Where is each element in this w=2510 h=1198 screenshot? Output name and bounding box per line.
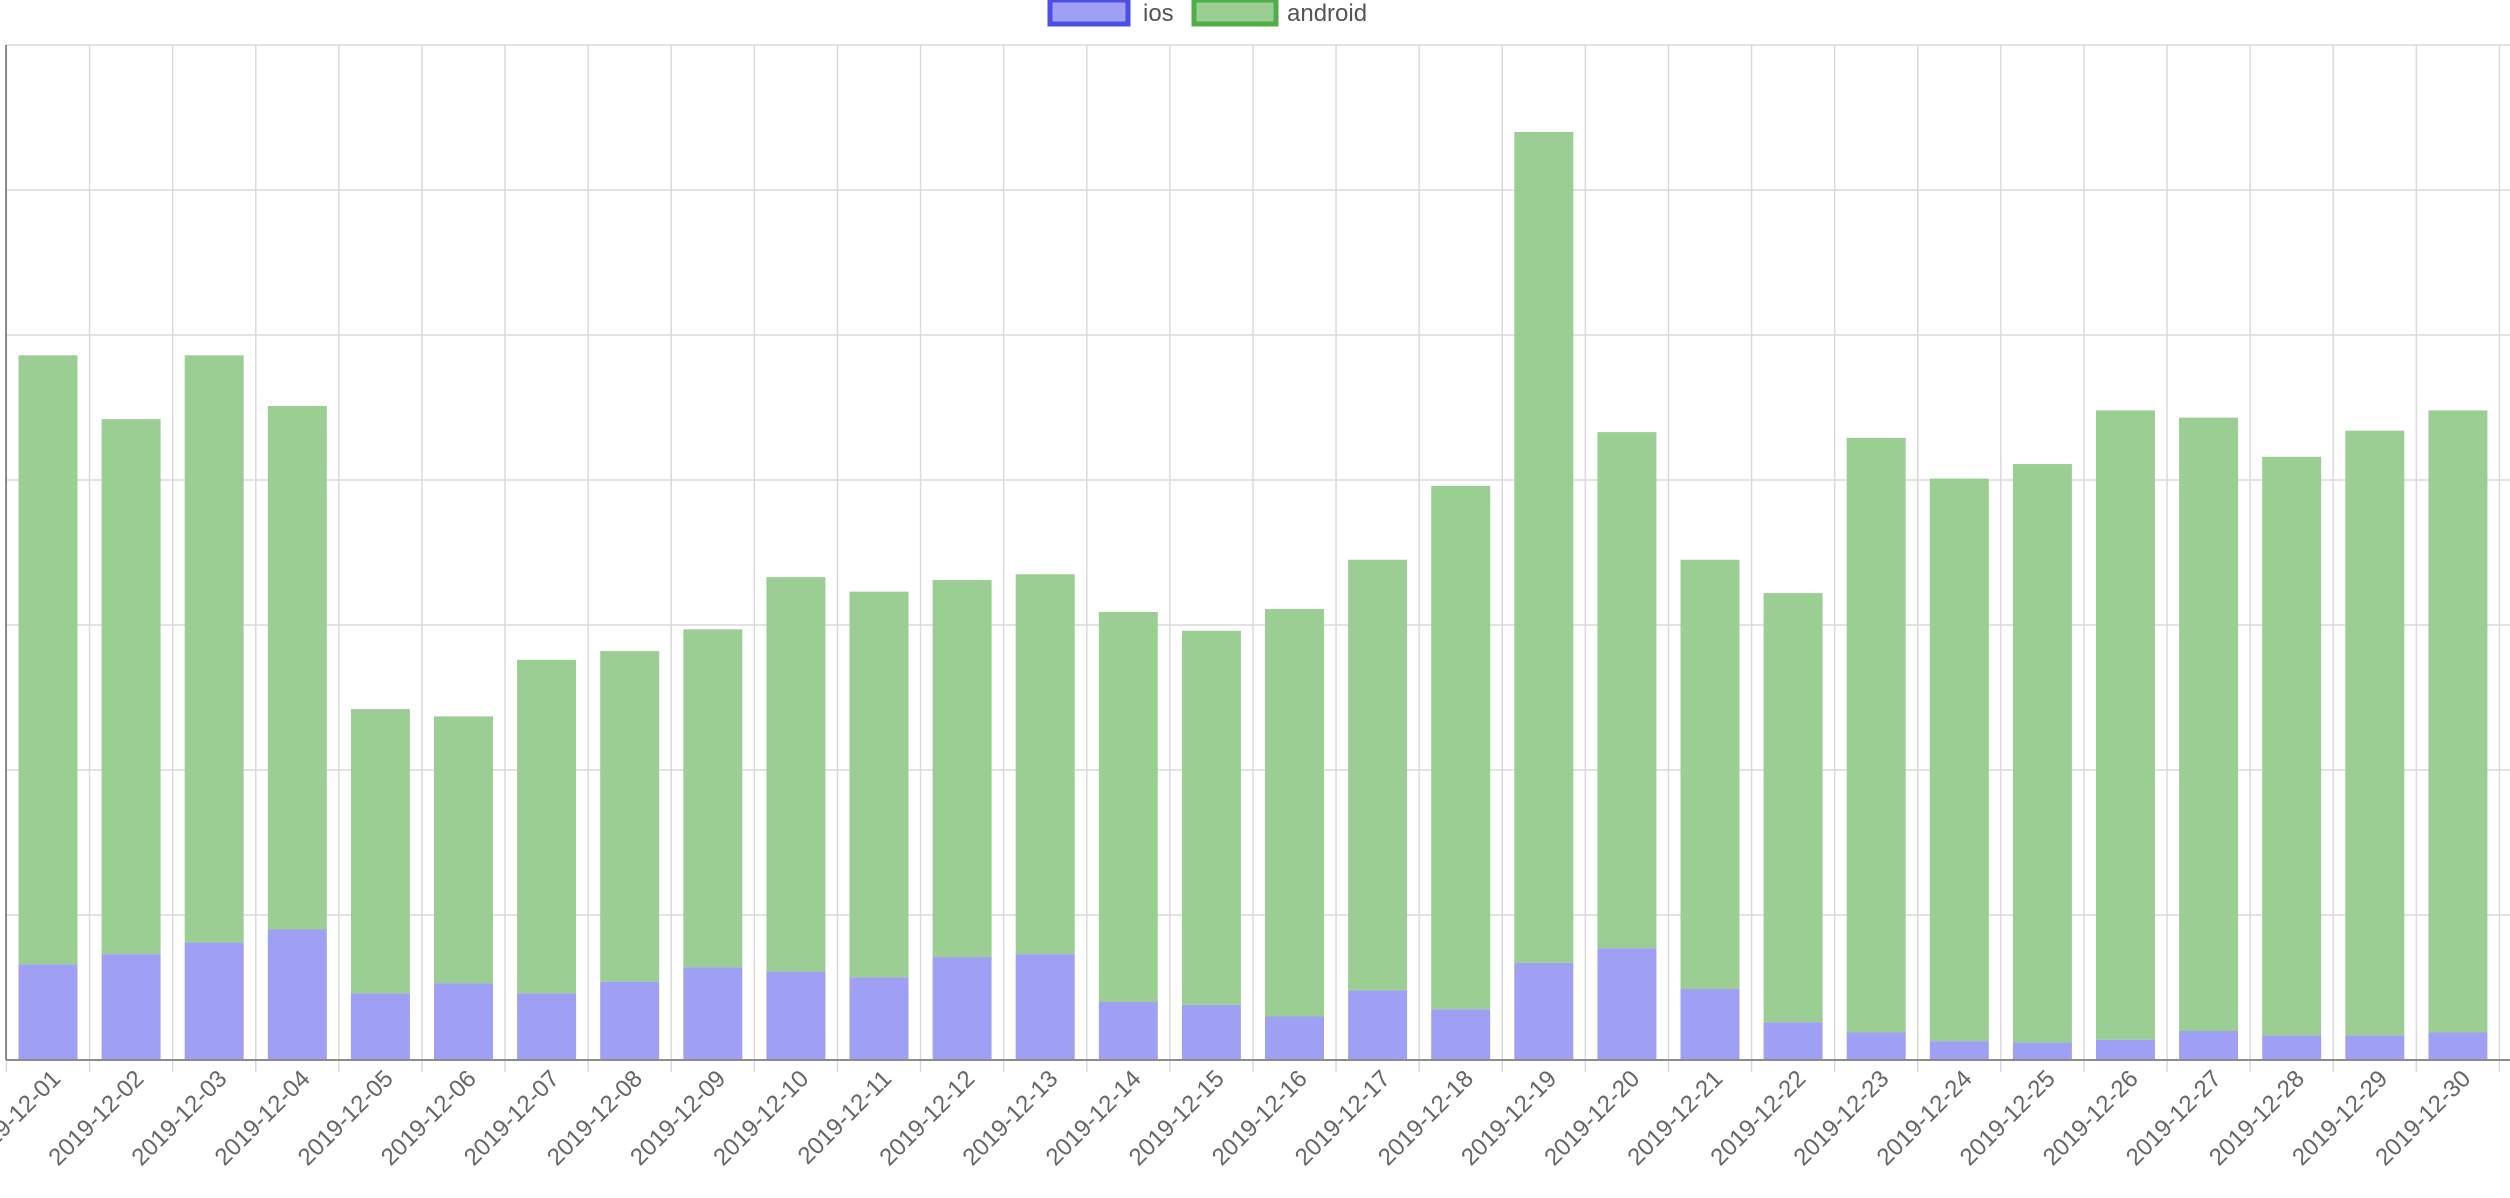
bar-android (267, 406, 327, 930)
bar-android (2428, 410, 2488, 1033)
bar-ios (2428, 1032, 2488, 1060)
bar-ios (1431, 1009, 1491, 1060)
bar-android (766, 577, 826, 972)
bar-ios (1929, 1041, 1989, 1060)
bar-ios (2345, 1035, 2405, 1060)
bar-android (2096, 410, 2155, 1040)
legend-label: ios (1143, 0, 1174, 27)
legend-item-ios[interactable]: ios (1047, 0, 1174, 27)
bar-android (683, 629, 743, 968)
bar-android (1265, 609, 1324, 1017)
bar-ios (2096, 1039, 2155, 1060)
bar-ios (1514, 962, 1574, 1060)
bar-android (2012, 464, 2072, 1043)
bar-android (1597, 432, 1657, 949)
bar-ios (1015, 954, 1075, 1060)
bar-ios (1348, 990, 1408, 1060)
bar-ios (1763, 1022, 1823, 1060)
bar-android (1680, 559, 1740, 989)
grid (5, 44, 2510, 1072)
bar-ios (1265, 1016, 1324, 1060)
bar-android (1514, 132, 1574, 963)
bar-ios (1680, 988, 1740, 1060)
bar-android (1763, 593, 1823, 1023)
bar-android (849, 591, 909, 978)
legend: ios android (1047, 0, 1367, 27)
bar-android (1846, 437, 1906, 1033)
legend-label: android (1287, 0, 1367, 27)
legend-swatch (1047, 0, 1131, 27)
bar-ios (18, 964, 78, 1060)
bar-android (2179, 417, 2239, 1031)
bar-ios (1846, 1032, 1906, 1060)
bar-android (2345, 430, 2405, 1036)
bar-android (517, 659, 577, 994)
bar-android (600, 651, 660, 982)
bar-ios (1181, 1004, 1241, 1060)
bar-ios (2179, 1031, 2239, 1060)
bar-android (1929, 478, 1989, 1042)
bar-ios (184, 942, 244, 1060)
bar-ios (1597, 948, 1657, 1060)
bars (18, 132, 2488, 1060)
bar-android (1098, 611, 1158, 1002)
bar-android (1181, 630, 1241, 1005)
bar-android (2262, 456, 2322, 1036)
bar-ios (350, 993, 410, 1060)
bar-ios (600, 981, 660, 1060)
bar-android (932, 580, 992, 958)
legend-item-android[interactable]: android (1191, 0, 1367, 27)
bar-ios (683, 967, 743, 1060)
legend-swatch (1191, 0, 1279, 27)
bar-android (1431, 485, 1491, 1010)
bar-ios (932, 957, 992, 1060)
bar-ios (2262, 1035, 2322, 1060)
bar-android (101, 419, 161, 955)
bar-ios (766, 971, 826, 1060)
bar-android (1015, 574, 1075, 955)
bar-ios (517, 993, 577, 1060)
bar-android (434, 716, 493, 984)
bar-android (350, 709, 410, 994)
bar-ios (1098, 1002, 1158, 1060)
bar-android (18, 355, 78, 965)
bar-android (1348, 559, 1408, 991)
bar-ios (434, 983, 493, 1060)
bar-ios (267, 929, 327, 1060)
bar-ios (849, 977, 909, 1060)
bar-android (184, 355, 244, 943)
bar-ios (101, 954, 161, 1060)
bar-ios (2012, 1042, 2072, 1060)
